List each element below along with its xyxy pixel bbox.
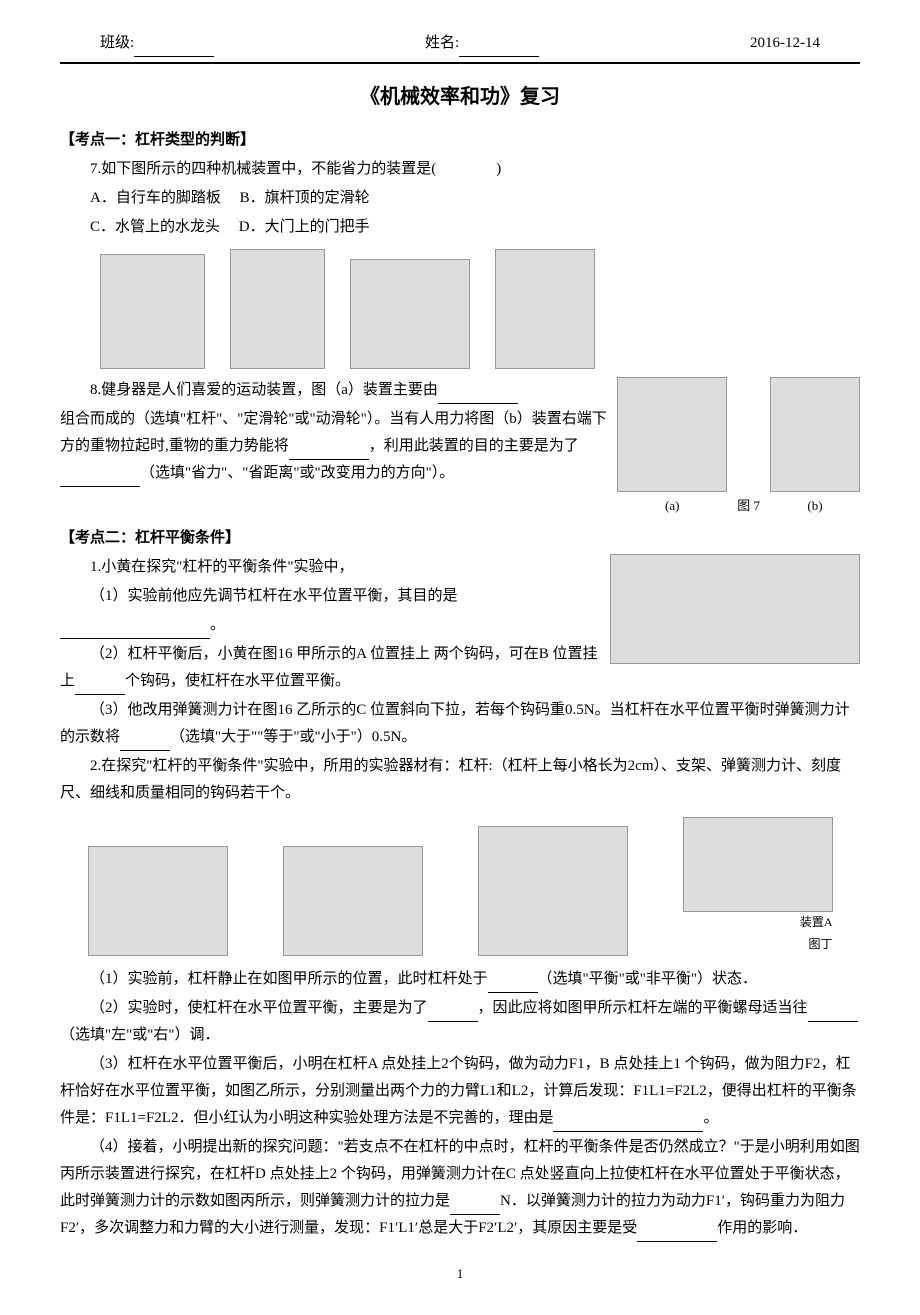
lever-yi-image: [283, 846, 423, 956]
door-handle-image: [495, 249, 595, 369]
fig7-cap-b: (b): [770, 494, 860, 517]
flagpole-pulley-image: [230, 249, 325, 369]
q2-1-3: （3）他改用弹簧测力计在图16 乙所示的C 位置斜向下拉，若每个钩码重0.5N。…: [60, 697, 860, 751]
fig7-cap-a: (a): [617, 494, 727, 517]
q2-2-4: （4）接着，小明提出新的探究问题："若支点不在杠杆的中点时，杠杆的平衡条件是否仍…: [60, 1134, 860, 1242]
lever-images-row: 装置A 图丁: [60, 817, 860, 955]
date-label: 2016-12-14: [750, 30, 820, 57]
fig16-group: [610, 554, 860, 664]
page-header: 班级: 姓名: 2016-12-14: [60, 30, 860, 64]
lever-bing-image: [478, 826, 628, 956]
q7-options-ab: A．自行车的脚踏板 B．旗杆顶的定滑轮: [60, 185, 860, 212]
lever-jia-image: [88, 846, 228, 956]
name-label: 姓名:: [425, 30, 539, 57]
bike-pedal-image: [100, 254, 205, 369]
q7-options-cd: C．水管上的水龙头 D．大门上的门把手: [60, 214, 860, 241]
fitness-a-image: [617, 377, 727, 492]
section1-head: 【考点一：杠杆类型的判断】: [60, 127, 860, 154]
fitness-b-image: [770, 377, 860, 492]
section2-head: 【考点二：杠杆平衡条件】: [60, 525, 860, 552]
fig7-group: (a) 图 7 (b): [617, 377, 860, 517]
lever-ding-wrap: 装置A 图丁: [683, 817, 833, 955]
q7-text: 7.如下图所示的四种机械装置中，不能省力的装置是( ): [60, 156, 860, 183]
lever-fig16-image: [610, 554, 860, 664]
fig7-label: 图 7: [737, 494, 760, 517]
q2-2-0: 2.在探究"杠杆的平衡条件"实验中，所用的实验器材有：杠杆:（杠杆上每小格长为2…: [60, 753, 860, 807]
zhuangzhi-label: 装置A: [800, 915, 833, 929]
q7-images: [100, 249, 860, 369]
page-title: 《机械效率和功》复习: [60, 79, 860, 115]
faucet-image: [350, 259, 470, 369]
q2-2-2: （2）实验时，使杠杆在水平位置平衡，主要是为了，因此应将如图甲所示杠杆左端的平衡…: [60, 995, 860, 1049]
lever-ding-image: [683, 817, 833, 912]
figding-label: 图丁: [808, 937, 832, 951]
q2-2-1: （1）实验前，杠杆静止在如图甲所示的位置，此时杠杆处于（选填"平衡"或"非平衡"…: [60, 966, 860, 993]
q2-2-3: （3）杠杆在水平位置平衡后，小明在杠杆A 点处挂上2个钩码，做为动力F1，B 点…: [60, 1051, 860, 1132]
class-label: 班级:: [100, 30, 214, 57]
page-number: 1: [60, 1262, 860, 1285]
